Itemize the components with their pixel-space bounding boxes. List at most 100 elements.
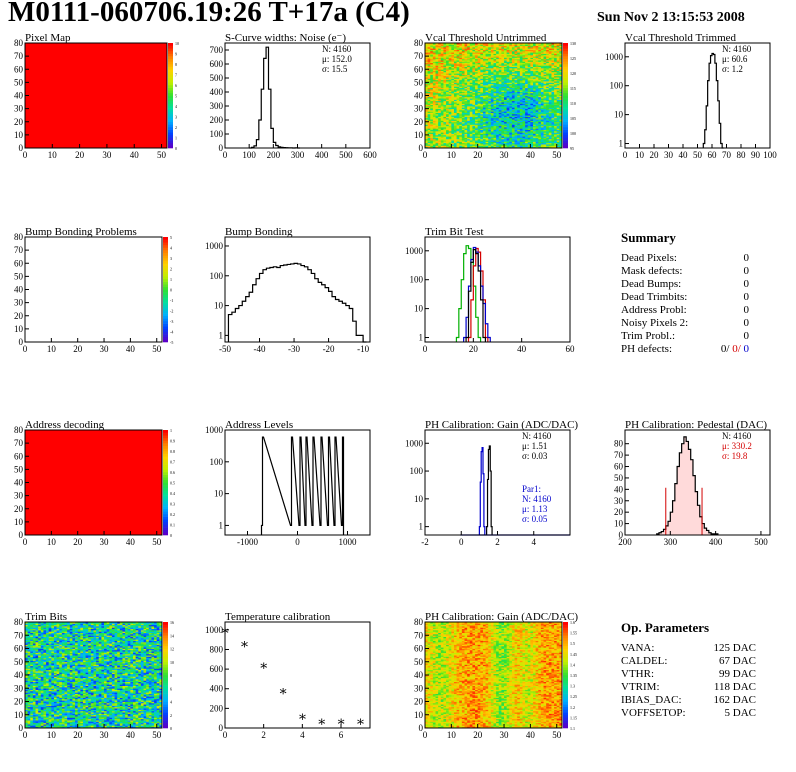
heatmap-cell [498,107,502,110]
x-tick-label: 0 [423,344,428,354]
color-bar-segment [163,479,168,483]
chart-scurve: S-Curve widths: Noise (e⁻)0 100 200 300 400 5… [210,32,378,160]
heatmap-cell [456,123,460,125]
heatmap-cell [482,69,486,71]
heatmap-cell [432,54,436,57]
heatmap-cell [519,107,523,110]
heatmap-cell [485,137,489,140]
heatmap-cell [517,88,521,91]
heatmap-cell [522,116,526,119]
heatmap-cell [490,52,494,54]
heatmap-cell [522,106,526,108]
heatmap-cell [488,64,492,66]
heatmap-cell [485,70,489,73]
heatmap-cell [432,90,436,92]
x-tick-label: 400 [315,150,329,160]
heatmap-cell [504,100,508,103]
color-bar-segment [163,237,168,240]
heatmap-cell [525,133,529,136]
heatmap-cell [448,102,452,104]
heatmap-cell [514,88,518,91]
heatmap-cell [432,46,436,49]
heatmap-cell [498,141,502,144]
heatmap-cell [435,113,439,116]
heatmap-cell [485,127,489,129]
heatmap-cell [464,90,468,92]
heatmap-cell [511,108,515,111]
heatmap-cell [438,95,442,98]
heatmap-cell [514,130,518,133]
heatmap-cell [435,119,439,121]
y-tick-label: 100 [210,129,224,139]
heatmap-cell [519,130,523,133]
heatmap-cell [453,67,458,70]
heatmap-cell [443,121,447,124]
heatmap-cell [469,145,473,148]
heatmap-cell [435,73,439,75]
heatmap-cell [472,104,476,107]
color-bar-segment [163,485,168,489]
heatmap-cell [464,45,468,48]
heatmap-cell [519,115,523,117]
heatmap-cell [498,71,502,74]
heatmap-cell [496,86,500,89]
heatmap-cell [511,119,515,121]
heatmap-cell [427,109,431,112]
heatmap-cell [493,99,497,102]
heatmap-cell [459,45,463,48]
heatmap-cell [448,94,452,96]
heatmap-cell [498,134,502,137]
heatmap-cell [448,85,452,87]
heatmap-cell [472,44,476,47]
heatmap-cell [443,60,447,62]
heatmap-cell [514,134,518,137]
y-tick-label: 80 [14,425,24,435]
heatmap-cell [451,82,455,85]
heatmap-cell [425,52,429,54]
heatmap-cell [501,106,505,108]
heatmap-cell [427,65,431,68]
heatmap-cell [511,73,515,75]
heatmap-cell [446,74,450,77]
heatmap-cell [475,104,479,107]
heatmap-cell [461,90,465,92]
heatmap-cell [504,78,508,81]
heatmap-cell [467,52,471,54]
heatmap-cell [475,137,479,140]
heatmap-cell [464,142,468,145]
heatmap-cell [440,127,444,129]
heatmap-cell [511,113,515,116]
heatmap-cell [522,119,526,121]
heatmap-cell [467,128,471,131]
heatmap-cell [490,85,494,87]
heatmap-cell [501,46,505,49]
heatmap-cell [480,71,484,74]
heatmap-cell [511,142,515,145]
heatmap-cell [472,58,476,61]
heatmap-cell [451,98,455,100]
color-bar-label: 0.3 [170,502,175,507]
heatmap-cell [443,95,447,98]
heatmap-cell [430,78,434,81]
heatmap-cell [477,70,481,73]
heatmap-cell [430,48,434,50]
heatmap-cell [480,82,484,85]
heatmap-cell [522,108,526,111]
heatmap-cell [517,58,521,61]
heatmap-cell [446,71,450,74]
heatmap-cell [519,85,523,87]
color-bar-segment [163,472,168,475]
heatmap-cell [453,71,458,74]
heatmap-cell [480,99,484,102]
heatmap-cell [459,46,463,49]
heatmap-cell [522,61,526,64]
heatmap-cell [459,60,463,62]
heatmap-cell [522,120,526,123]
heatmap-cell [506,88,510,91]
heatmap-cell [461,53,465,56]
heatmap-cell [511,92,515,95]
heatmap-cell [472,98,476,100]
heatmap-cell [514,91,518,94]
heatmap-cell [519,82,523,85]
heatmap-cell [469,140,473,142]
